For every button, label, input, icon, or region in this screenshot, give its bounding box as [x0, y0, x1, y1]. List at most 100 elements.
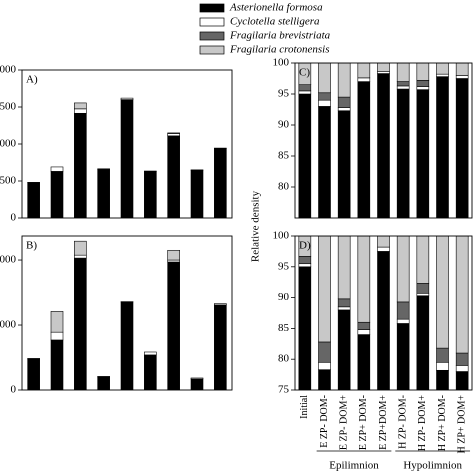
bar-segment	[357, 236, 371, 323]
bar-segment	[337, 236, 351, 300]
bar-segment	[120, 99, 134, 218]
bar-segment	[318, 369, 331, 390]
bar-segment	[167, 133, 180, 137]
y-tick-label: 95	[278, 260, 290, 272]
bar-segment	[298, 266, 312, 390]
x-tick-label: E ZP- DOM-	[319, 395, 330, 448]
bar-segment	[337, 306, 351, 311]
bar-segment	[357, 81, 371, 218]
group-label: Epilimnion	[329, 460, 379, 472]
bar-segment	[74, 112, 87, 218]
bar-segment	[74, 257, 87, 390]
y-tick-label: 500	[0, 175, 17, 187]
bar-segment	[377, 63, 390, 72]
bar-segment	[416, 295, 430, 390]
bar-segment	[436, 361, 449, 371]
bar-segment	[298, 236, 312, 257]
y-tick-label: 0	[11, 212, 17, 224]
bar-segment	[396, 88, 410, 218]
bar-segment	[167, 132, 180, 134]
panel-label: A)	[26, 74, 38, 86]
y-tick-label: 1000	[0, 319, 17, 331]
bar-segment	[396, 323, 410, 390]
bar-segment	[144, 351, 157, 356]
bar-segment	[436, 73, 449, 77]
y-tick-label: 0	[11, 384, 17, 396]
bar-segment	[167, 249, 180, 261]
bar-segment	[167, 261, 180, 390]
bar-segment	[74, 254, 87, 259]
y-tick-label: 85	[278, 322, 290, 334]
y-tick-label: 1000	[0, 138, 17, 150]
bar-segment	[416, 89, 430, 218]
plot-area	[298, 63, 469, 218]
bar-segment	[357, 329, 371, 335]
bar-segment	[377, 236, 390, 248]
x-tick-label: E ZP+DOM+	[378, 395, 389, 450]
bar-segment	[50, 166, 64, 172]
bar-segment	[318, 361, 331, 370]
x-tick-label: H ZP+ DOM+	[456, 395, 467, 454]
bar-segment	[337, 63, 351, 98]
bar-segment	[416, 86, 430, 90]
bar-segment	[357, 63, 371, 79]
bar-segment	[97, 376, 110, 378]
plot-area	[27, 240, 227, 390]
y-tick-label: 95	[278, 88, 290, 100]
bar-segment	[416, 283, 430, 294]
legend-swatch	[199, 31, 225, 41]
bar-segment	[298, 256, 312, 265]
bar-segment	[144, 171, 157, 218]
plot-area	[27, 97, 227, 218]
bar-segment	[396, 63, 410, 82]
x-tick-label: H ZP- DOM+	[417, 395, 428, 452]
bar-segment	[377, 246, 390, 252]
plot-frame	[21, 69, 233, 219]
bar-segment	[50, 339, 64, 390]
bar-segment	[416, 63, 430, 81]
bar-segment	[337, 309, 351, 390]
bar-segment	[190, 377, 204, 380]
bar-segment	[357, 334, 371, 390]
plot-frame	[294, 62, 473, 219]
bar-segment	[337, 107, 351, 112]
bar-segment	[436, 76, 449, 218]
legend-label: Cyclotella stelligera	[230, 16, 320, 28]
bar-segment	[455, 371, 469, 390]
y-tick-label: 80	[278, 181, 290, 193]
plot-frame	[294, 235, 473, 391]
legend-swatch	[199, 45, 225, 55]
x-tick-label: Initial	[299, 395, 310, 419]
bar-segment	[455, 236, 469, 354]
bar-segment	[396, 236, 410, 303]
y-tick-label: 100	[273, 230, 290, 242]
bar-segment	[214, 303, 227, 306]
bar-segment	[50, 311, 64, 333]
bar-segment	[74, 108, 87, 114]
panel-label: B)	[26, 240, 37, 252]
bar-segment	[455, 63, 469, 76]
legend-label: Fragilaria crotonensis	[229, 44, 330, 56]
bar-segment	[455, 78, 469, 218]
x-tick-label: H ZP- DOM-	[397, 395, 408, 449]
group-label: Hypolimnion	[403, 460, 462, 472]
bar-segment	[455, 352, 469, 366]
plot-area	[298, 236, 469, 390]
x-tick-label: E ZP+ DOM-	[358, 395, 369, 450]
bar-segment	[436, 63, 449, 75]
y-axis-label: Relative density	[250, 190, 262, 262]
bar-segment	[337, 110, 351, 218]
bar-segment	[436, 236, 449, 349]
bar-segment	[144, 354, 157, 390]
bar-segment	[436, 369, 449, 390]
y-tick-label: 1500	[0, 101, 17, 113]
legend-swatch	[199, 17, 225, 27]
bar-segment	[97, 168, 110, 218]
panel-label: C)	[299, 67, 310, 79]
x-tick-label: H ZP+ DOM-	[437, 395, 448, 451]
y-tick-label: 2000	[0, 64, 17, 76]
y-tick-label: 2000	[0, 254, 17, 266]
y-tick-label: 85	[278, 150, 290, 162]
legend-label: Fragilaria brevistriata	[229, 30, 331, 42]
bar-segment	[298, 263, 312, 268]
